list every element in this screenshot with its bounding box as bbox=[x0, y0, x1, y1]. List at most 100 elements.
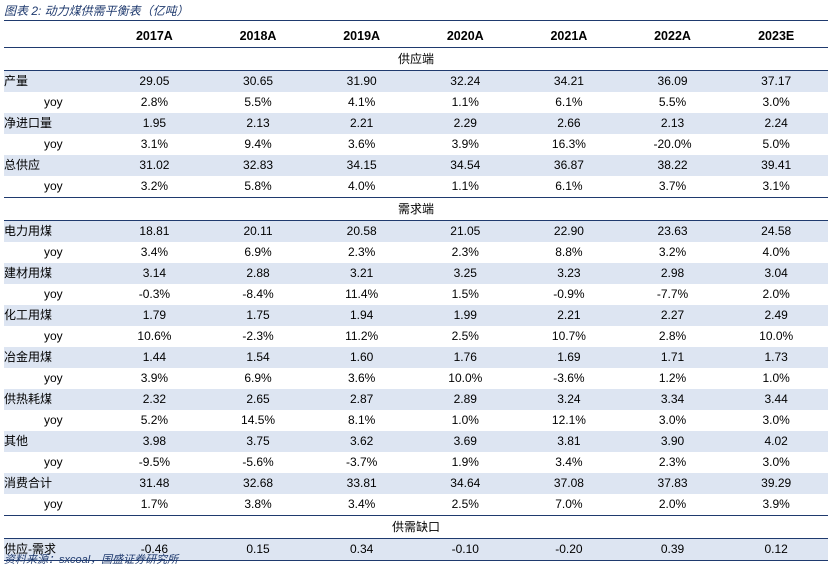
row-label: 净进口量 bbox=[4, 113, 103, 134]
row-label: yoy bbox=[44, 497, 63, 511]
table-row: 总供应 31.02 32.83 34.15 34.54 36.87 38.22 39.41 bbox=[4, 155, 828, 176]
table-row: yoy 2.8% 5.5% 4.1% 1.1% 6.1% 5.5% 3.0% bbox=[4, 92, 828, 113]
source-note: 资料来源：sxcoal，国盛证券研究所 bbox=[4, 554, 179, 566]
row-label: yoy bbox=[44, 371, 63, 385]
value-cell: 2.5% bbox=[451, 497, 479, 511]
value-cell: 37.83 bbox=[620, 473, 725, 494]
table-row: 建材用煤 3.14 2.88 3.21 3.25 3.23 2.98 3.04 bbox=[4, 263, 828, 284]
table-caption: 图表 2: 动力煤供需平衡表（亿吨） bbox=[4, 4, 189, 18]
value-cell: 3.8% bbox=[244, 497, 272, 511]
value-cell: 5.0% bbox=[762, 137, 790, 151]
value-cell: 3.25 bbox=[413, 263, 518, 284]
header-label-cell bbox=[4, 25, 103, 48]
value-cell: 1.44 bbox=[102, 347, 207, 368]
table-row: yoy 5.2% 14.5% 8.1% 1.0% 12.1% 3.0% 3.0% bbox=[4, 410, 828, 431]
row-label: yoy bbox=[44, 329, 63, 343]
value-cell: -0.20 bbox=[517, 538, 621, 561]
value-cell: 2.27 bbox=[620, 305, 725, 326]
coal-balance-table: 2017A 2018A 2019A 2020A 2021A 2022A 2023… bbox=[4, 25, 828, 561]
value-cell: 2.49 bbox=[724, 305, 828, 326]
header-year: 2019A bbox=[309, 25, 414, 48]
value-cell: 32.83 bbox=[206, 155, 310, 176]
table-row: 电力用煤 18.81 20.11 20.58 21.05 22.90 23.63 24.58 bbox=[4, 220, 828, 242]
value-cell: 33.81 bbox=[309, 473, 414, 494]
row-label: yoy bbox=[44, 95, 63, 109]
value-cell: 3.0% bbox=[762, 95, 790, 109]
value-cell: 3.6% bbox=[347, 137, 376, 151]
row-label: yoy bbox=[44, 179, 63, 193]
value-cell: 2.3% bbox=[451, 245, 479, 259]
value-cell: 5.2% bbox=[140, 413, 169, 427]
value-cell: 10.7% bbox=[551, 329, 586, 343]
header-year: 2023E bbox=[724, 25, 828, 48]
section-header-row: 供需缺口 bbox=[4, 515, 828, 539]
value-cell: 36.87 bbox=[517, 155, 621, 176]
value-cell: 3.2% bbox=[140, 179, 169, 193]
header-year: 2018A bbox=[206, 25, 310, 48]
value-cell: 38.22 bbox=[620, 155, 725, 176]
value-cell: 31.48 bbox=[102, 473, 207, 494]
value-cell: 1.9% bbox=[451, 455, 479, 469]
value-cell: 3.4% bbox=[140, 245, 169, 259]
value-cell: 37.17 bbox=[724, 70, 828, 92]
value-cell: 34.64 bbox=[413, 473, 518, 494]
table-row: 供应-需求 -0.46 0.15 0.34 -0.10 -0.20 0.39 0.12 bbox=[4, 538, 828, 561]
value-cell: 2.3% bbox=[658, 455, 687, 469]
value-cell: 1.99 bbox=[413, 305, 518, 326]
value-cell: 2.32 bbox=[102, 389, 207, 410]
value-cell: 2.65 bbox=[206, 389, 310, 410]
value-cell: -9.5% bbox=[138, 455, 171, 469]
table-header-row: 2017A 2018A 2019A 2020A 2021A 2022A 2023… bbox=[4, 25, 828, 48]
row-label: yoy bbox=[44, 455, 63, 469]
value-cell: 3.75 bbox=[206, 431, 310, 452]
row-label: yoy bbox=[44, 245, 63, 259]
value-cell: 4.0% bbox=[347, 179, 376, 193]
value-cell: 4.1% bbox=[347, 95, 376, 109]
value-cell: 39.41 bbox=[724, 155, 828, 176]
section-header-row: 供应端 bbox=[4, 47, 828, 71]
row-label: 电力用煤 bbox=[4, 220, 103, 242]
value-cell: 2.3% bbox=[347, 245, 376, 259]
value-cell: 2.8% bbox=[658, 329, 687, 343]
row-label: 供热耗煤 bbox=[4, 389, 103, 410]
row-label: 其他 bbox=[4, 431, 103, 452]
value-cell: 3.9% bbox=[762, 497, 790, 511]
value-cell: 3.7% bbox=[658, 179, 687, 193]
value-cell: 3.4% bbox=[347, 497, 376, 511]
table-row: 供热耗煤 2.32 2.65 2.87 2.89 3.24 3.34 3.44 bbox=[4, 389, 828, 410]
value-cell: 8.8% bbox=[555, 245, 583, 259]
value-cell: 2.98 bbox=[620, 263, 725, 284]
value-cell: 3.24 bbox=[517, 389, 621, 410]
row-label: 总供应 bbox=[4, 155, 103, 176]
value-cell: -0.46 bbox=[102, 538, 207, 561]
table-row: yoy 3.2% 5.8% 4.0% 1.1% 6.1% 3.7% 3.1% bbox=[4, 176, 828, 198]
table-row: 其他 3.98 3.75 3.62 3.69 3.81 3.90 4.02 bbox=[4, 431, 828, 452]
value-cell: -0.10 bbox=[413, 538, 518, 561]
value-cell: 0.34 bbox=[309, 538, 414, 561]
header-year: 2022A bbox=[620, 25, 725, 48]
value-cell: 3.14 bbox=[102, 263, 207, 284]
value-cell: 6.9% bbox=[244, 371, 272, 385]
value-cell: 21.05 bbox=[413, 220, 518, 242]
value-cell: 1.7% bbox=[140, 497, 169, 511]
header-year: 2017A bbox=[102, 25, 207, 48]
value-cell: 22.90 bbox=[517, 220, 621, 242]
value-cell: 32.68 bbox=[206, 473, 310, 494]
table-row: 产量 29.05 30.65 31.90 32.24 34.21 36.09 37.17 bbox=[4, 70, 828, 92]
table-row: yoy 10.6% -2.3% 11.2% 2.5% 10.7% 2.8% 10.0% bbox=[4, 326, 828, 347]
table-row: yoy 3.9% 6.9% 3.6% 10.0% -3.6% 1.2% 1.0% bbox=[4, 368, 828, 389]
value-cell: 0.15 bbox=[206, 538, 310, 561]
value-cell: 39.29 bbox=[724, 473, 828, 494]
value-cell: 4.0% bbox=[762, 245, 790, 259]
value-cell: -3.7% bbox=[345, 455, 378, 469]
value-cell: 1.94 bbox=[309, 305, 414, 326]
value-cell: 10.0% bbox=[759, 329, 794, 343]
value-cell: 1.60 bbox=[309, 347, 414, 368]
value-cell: 37.08 bbox=[517, 473, 621, 494]
value-cell: 3.44 bbox=[724, 389, 828, 410]
value-cell: 3.2% bbox=[658, 245, 687, 259]
value-cell: 11.4% bbox=[345, 287, 379, 301]
value-cell: 3.0% bbox=[762, 455, 790, 469]
row-label: yoy bbox=[44, 287, 63, 301]
value-cell: 3.90 bbox=[620, 431, 725, 452]
